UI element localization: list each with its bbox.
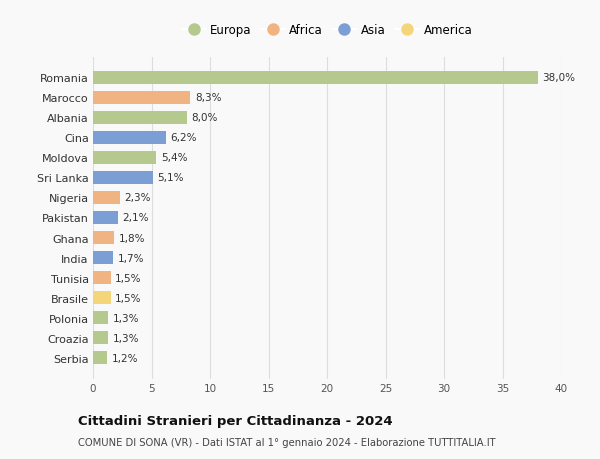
Text: 1,3%: 1,3% xyxy=(113,333,139,343)
Text: 8,3%: 8,3% xyxy=(195,93,221,103)
Bar xyxy=(93,352,107,364)
Text: 2,1%: 2,1% xyxy=(122,213,149,223)
Text: 1,7%: 1,7% xyxy=(118,253,144,263)
Bar xyxy=(93,152,156,164)
Bar xyxy=(93,72,538,84)
Bar xyxy=(93,192,120,204)
Text: 5,4%: 5,4% xyxy=(161,153,187,163)
Text: 1,3%: 1,3% xyxy=(113,313,139,323)
Text: 38,0%: 38,0% xyxy=(542,73,575,83)
Bar xyxy=(93,132,166,144)
Bar xyxy=(93,232,114,244)
Text: 1,5%: 1,5% xyxy=(115,293,142,303)
Bar xyxy=(93,272,110,284)
Text: 5,1%: 5,1% xyxy=(157,173,184,183)
Bar xyxy=(93,212,118,224)
Legend: Europa, Africa, Asia, America: Europa, Africa, Asia, America xyxy=(179,22,475,39)
Text: 6,2%: 6,2% xyxy=(170,133,197,143)
Bar xyxy=(93,112,187,124)
Text: 1,8%: 1,8% xyxy=(119,233,145,243)
Bar xyxy=(93,172,152,184)
Bar xyxy=(93,92,190,104)
Text: COMUNE DI SONA (VR) - Dati ISTAT al 1° gennaio 2024 - Elaborazione TUTTITALIA.IT: COMUNE DI SONA (VR) - Dati ISTAT al 1° g… xyxy=(78,437,496,447)
Bar xyxy=(93,292,110,304)
Bar xyxy=(93,312,108,324)
Text: 1,5%: 1,5% xyxy=(115,273,142,283)
Text: 2,3%: 2,3% xyxy=(125,193,151,203)
Text: 1,2%: 1,2% xyxy=(112,353,138,363)
Text: Cittadini Stranieri per Cittadinanza - 2024: Cittadini Stranieri per Cittadinanza - 2… xyxy=(78,414,392,428)
Bar xyxy=(93,332,108,344)
Text: 8,0%: 8,0% xyxy=(191,113,218,123)
Bar xyxy=(93,252,113,264)
